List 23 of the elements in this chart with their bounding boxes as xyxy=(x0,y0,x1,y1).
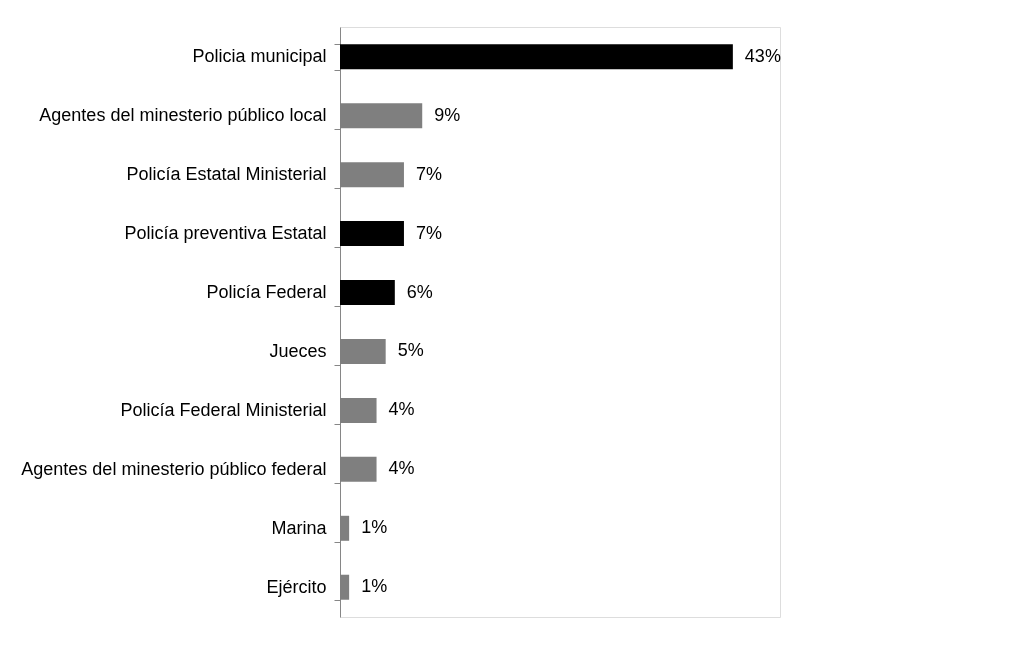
y-tick-label: Policía Estatal Ministerial xyxy=(126,164,327,185)
y-tick-label: Ejército xyxy=(266,576,327,597)
bar xyxy=(340,280,395,306)
y-tick-label: Policia municipal xyxy=(192,46,327,67)
y-tick-label: Agentes del minesterio público local xyxy=(39,105,327,126)
data-label: 43% xyxy=(744,45,781,66)
data-label: 4% xyxy=(388,458,415,479)
y-tick-label: Policía Federal Ministerial xyxy=(120,399,327,420)
bar xyxy=(340,44,733,70)
y-tick-label: Jueces xyxy=(269,340,327,361)
data-label: 1% xyxy=(361,517,388,538)
bar xyxy=(340,221,404,247)
data-label: 1% xyxy=(361,576,388,597)
data-label: 4% xyxy=(388,399,415,420)
y-tick-label: Policía Federal xyxy=(206,282,327,303)
y-tick-label: Policía preventiva Estatal xyxy=(124,223,327,244)
y-tick-label: Marina xyxy=(271,517,328,538)
y-tick-label: Agentes del minesterio público federal xyxy=(21,458,327,479)
data-label: 6% xyxy=(406,281,433,302)
data-label: 9% xyxy=(434,104,461,125)
data-label: 7% xyxy=(415,222,442,243)
data-label: 5% xyxy=(397,340,424,361)
data-label: 7% xyxy=(415,163,442,184)
